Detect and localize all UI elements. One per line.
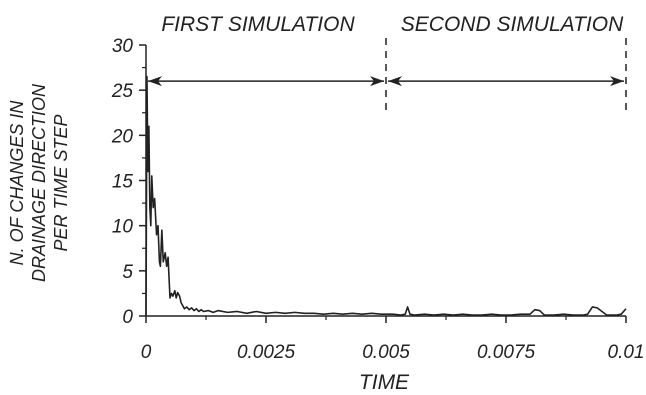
chart-axes	[145, 45, 626, 317]
second-simulation-label: SECOND SIMULATION	[401, 13, 624, 36]
chart-series	[145, 75, 627, 317]
second-simulation-arrow-head-left	[388, 76, 402, 87]
first-simulation-arrow-head-right	[370, 76, 384, 87]
y-axis-label-line-1: N. OF CHANGES IN	[7, 100, 27, 266]
chart-annotations	[148, 38, 627, 113]
y-tick-label: 20	[111, 126, 134, 147]
y-tick-label: 5	[122, 262, 133, 283]
y-tick-label: 10	[112, 217, 134, 238]
x-tick-label: 0.0075	[477, 342, 536, 363]
x-tick-label: 0	[141, 342, 152, 363]
chart-ticks: 0 5 10 15 20 25 30 0 0.0025 0.005 0.0075 0.01	[111, 36, 645, 363]
x-tick-label: 0.005	[362, 342, 410, 363]
y-tick-label: 0	[122, 307, 133, 328]
y-tick-label: 25	[111, 81, 134, 102]
y-tick-label: 30	[112, 36, 134, 57]
y-tick-label: 15	[112, 172, 134, 193]
x-tick-label: 0.01	[608, 342, 645, 363]
first-simulation-label: FIRST SIMULATION	[161, 13, 355, 36]
y-axis-label: N. OF CHANGES IN DRAINAGE DIRECTION PER …	[7, 83, 71, 282]
x-tick-label: 0.0025	[237, 342, 296, 363]
first-simulation-arrow-head-left	[148, 76, 162, 87]
x-axis-label: TIME	[359, 371, 410, 394]
y-axis-label-line-3: PER TIME STEP	[51, 114, 71, 251]
series-line	[145, 75, 627, 317]
y-axis-label-line-2: DRAINAGE DIRECTION	[29, 83, 49, 282]
second-simulation-arrow-head-right	[610, 76, 624, 87]
